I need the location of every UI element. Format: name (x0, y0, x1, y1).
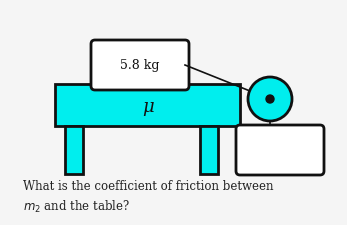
FancyBboxPatch shape (236, 126, 324, 175)
Bar (200, 126, 218, 174)
FancyBboxPatch shape (91, 41, 189, 91)
Circle shape (248, 78, 292, 122)
Text: What is the coefficient of friction between: What is the coefficient of friction betw… (23, 180, 273, 193)
Circle shape (266, 96, 274, 104)
Bar (55, 85, 240, 126)
Text: 4.5 kg: 4.5 kg (260, 144, 300, 157)
Text: μ: μ (142, 98, 154, 115)
Bar (65, 126, 83, 174)
Text: $m_2$ and the table?: $m_2$ and the table? (23, 198, 130, 214)
Text: 5.8 kg: 5.8 kg (120, 59, 160, 72)
